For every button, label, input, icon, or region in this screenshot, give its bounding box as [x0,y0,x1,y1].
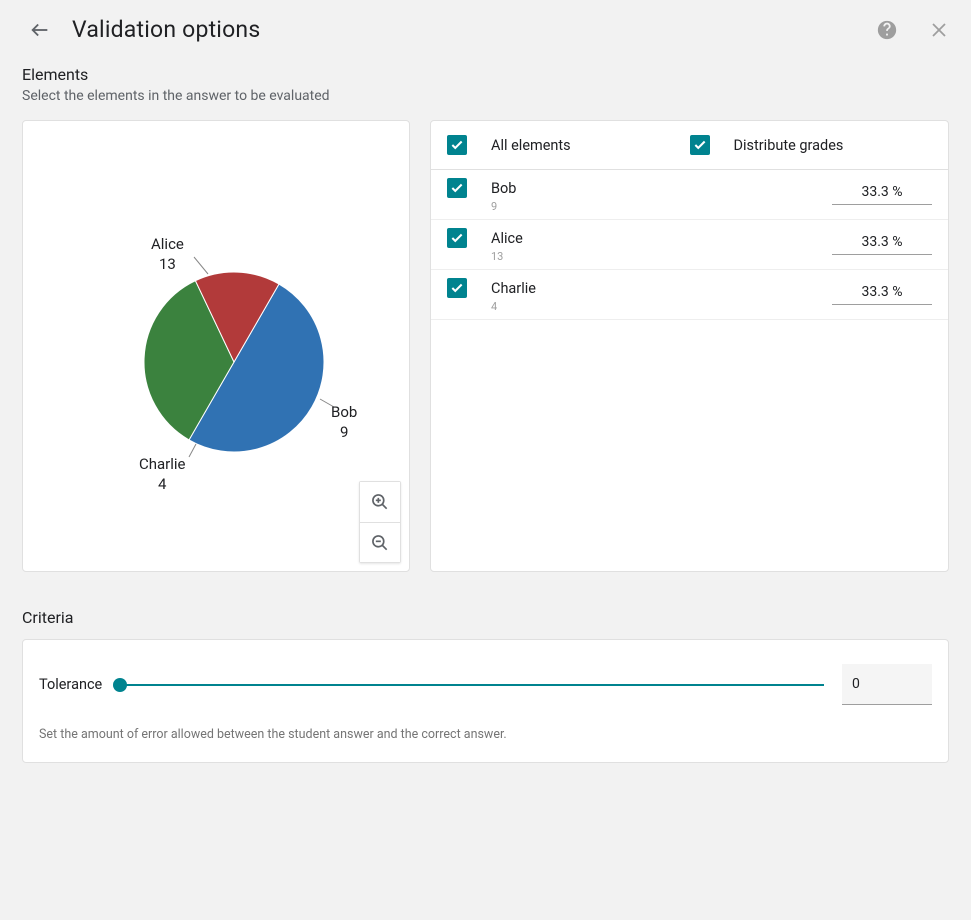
criteria-panel: Tolerance 0 Set the amount of error allo… [22,639,949,763]
element-checkbox[interactable] [447,278,467,298]
pie-label: Charlie4 [139,455,186,494]
close-icon[interactable] [927,18,951,42]
header-actions [875,18,951,42]
element-percent-input[interactable]: 33.3 % [832,280,932,305]
element-row: Bob 9 33.3 % [431,170,948,220]
pie-label: Alice13 [151,235,184,274]
element-value: 9 [491,200,832,213]
help-icon[interactable] [875,18,899,42]
elements-top-row: All elements Distribute grades [431,121,948,170]
element-name: Alice [491,230,523,247]
distribute-grades-checkbox[interactable] [690,135,710,155]
tolerance-slider-thumb[interactable] [113,678,127,692]
criteria-section: Criteria Tolerance 0 Set the amount of e… [0,608,971,763]
element-name: Bob [491,180,516,197]
leader-line [189,444,196,457]
element-row: Alice 13 33.3 % [431,220,948,270]
tolerance-slider[interactable] [120,684,824,686]
tolerance-row: Tolerance 0 [39,664,932,705]
zoom-out-button[interactable] [360,522,400,562]
element-checkbox[interactable] [447,228,467,248]
criteria-title: Criteria [0,608,971,639]
element-value: 13 [491,250,832,263]
zoom-controls [359,481,401,563]
element-percent-input[interactable]: 33.3 % [832,180,932,205]
element-row: Charlie 4 33.3 % [431,270,948,320]
tolerance-help-text: Set the amount of error allowed between … [39,727,932,742]
tolerance-value-input[interactable]: 0 [842,664,932,705]
leader-line [194,257,208,274]
chart-panel: Alice13 Bob9 Charlie4 [22,120,410,572]
element-percent-input[interactable]: 33.3 % [832,230,932,255]
elements-section-subtitle: Select the elements in the answer to be … [0,88,971,120]
distribute-grades-label: Distribute grades [734,137,844,154]
pie-chart: Alice13 Bob9 Charlie4 [39,137,393,555]
element-checkbox[interactable] [447,178,467,198]
tolerance-label: Tolerance [39,676,102,693]
zoom-in-button[interactable] [360,482,400,522]
element-name: Charlie [491,280,536,297]
pie-label: Bob9 [331,403,357,442]
panels: Alice13Bob9Charlie4 All elements D [0,120,971,572]
page-title: Validation options [72,16,875,43]
elements-section-title: Elements [0,65,971,88]
header: Validation options [0,0,971,59]
element-value: 4 [491,300,832,313]
all-elements-checkbox[interactable] [447,135,467,155]
back-button[interactable] [28,18,52,42]
elements-list-panel: All elements Distribute grades Bob 9 33.… [430,120,949,572]
all-elements-label: All elements [491,137,571,154]
